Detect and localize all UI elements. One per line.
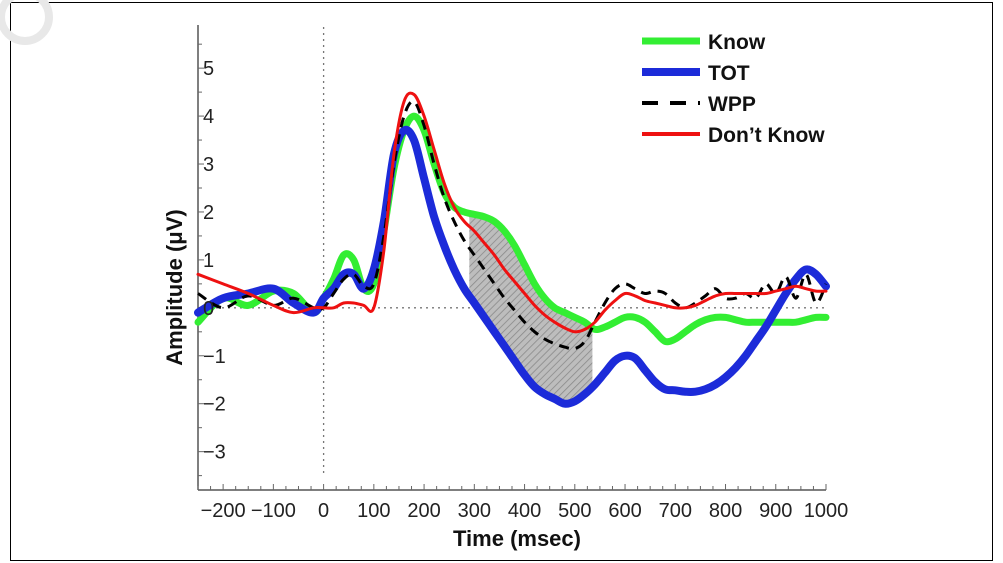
legend-label: TOT — [708, 62, 750, 85]
y-tick-label: 2 — [203, 202, 214, 224]
y-tick-label: 0 — [203, 298, 214, 320]
x-tick-label: 100 — [357, 500, 390, 522]
x-tick-label: 200 — [407, 500, 440, 522]
series-lines — [194, 91, 830, 408]
x-tick-label: 400 — [508, 500, 541, 522]
series-line-know — [194, 112, 830, 346]
x-tick-label: 300 — [458, 500, 491, 522]
y-tick-label: −1 — [203, 346, 226, 368]
legend: Know TOT WPP Don’t Know — [642, 31, 825, 147]
y-tick-label: −3 — [203, 442, 226, 464]
y-tick-label: 5 — [203, 58, 214, 80]
corner-circle-mark — [0, 0, 53, 45]
tick-labels: −200 −100 0 100 200 300 400 500 600 700 800 900 1000… — [201, 58, 849, 522]
x-tick-label: 900 — [759, 500, 792, 522]
x-tick-label: 700 — [659, 500, 692, 522]
y-tick-label: 1 — [203, 250, 214, 272]
legend-label: Don’t Know — [708, 124, 825, 147]
x-tick-label: 500 — [558, 500, 591, 522]
x-tick-label: 1000 — [804, 500, 849, 522]
legend-label: WPP — [708, 93, 756, 116]
shaded-region — [469, 213, 593, 404]
shaded-difference-region — [469, 213, 593, 404]
x-tick-label: 800 — [709, 500, 742, 522]
series-line-wpp — [197, 99, 828, 351]
axes — [197, 25, 827, 491]
y-tick-label: −2 — [203, 394, 226, 416]
series-line-don-t-know — [196, 91, 828, 334]
y-axis-title: Amplitude (μV) — [162, 209, 187, 365]
y-tick-label: 4 — [203, 106, 214, 128]
y-tick-label: 3 — [203, 154, 214, 176]
x-tick-label: 600 — [608, 500, 641, 522]
x-tick-label: −200 — [201, 500, 246, 522]
x-tick-label: −100 — [251, 500, 296, 522]
x-axis-title: Time (msec) — [453, 526, 581, 551]
x-tick-label: 0 — [318, 500, 329, 522]
legend-label: Know — [708, 31, 766, 54]
